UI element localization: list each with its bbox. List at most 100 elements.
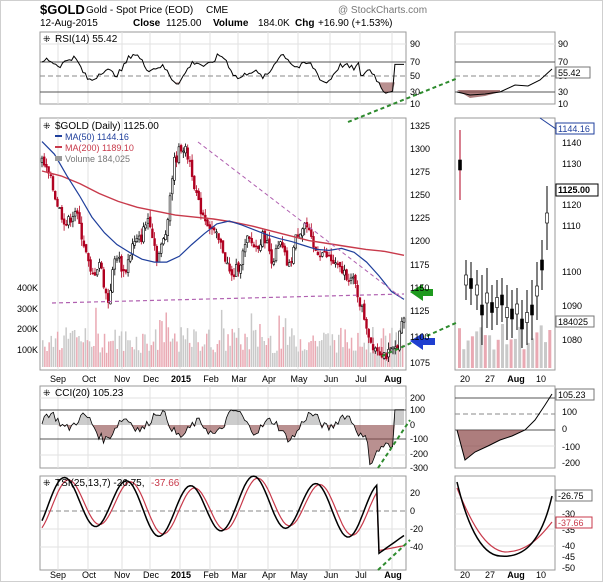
volume-bar [348, 348, 351, 367]
price-candle [276, 245, 280, 249]
price-candle [162, 238, 165, 245]
side-volume-bar [526, 342, 530, 368]
price-candle [146, 218, 150, 224]
volume-bar [131, 347, 133, 367]
price-candle [248, 236, 251, 239]
volume-bar [184, 339, 187, 367]
price-tick: 1225 [410, 213, 430, 223]
tsi-tick: 0 [410, 506, 415, 516]
x-label-bottom: Apr [262, 570, 276, 580]
price-candle [120, 255, 123, 272]
volume-bar [318, 341, 321, 367]
volume-bar [259, 324, 261, 367]
price-candle [230, 269, 233, 276]
side-volume-value: 184025 [558, 317, 588, 327]
side-rsi-tick: 30 [558, 87, 568, 97]
side-price-tick: 1100 [562, 267, 581, 277]
volume-bar [331, 334, 334, 367]
price-candle [323, 250, 326, 253]
rsi-divergence-trendline [347, 77, 459, 123]
volume-bar [323, 332, 325, 367]
volume-bar [350, 337, 353, 367]
price-candle [67, 216, 70, 226]
price-candle [226, 262, 229, 265]
volume-bar [210, 347, 212, 367]
header-exchange: CME [206, 5, 229, 16]
rsi-tick: 30 [410, 87, 420, 97]
price-candle [96, 269, 99, 276]
tsi-tick: 20 [410, 488, 420, 498]
price-tick: 1300 [410, 144, 430, 154]
price-candle [82, 240, 86, 247]
volume-bar [355, 350, 357, 367]
volume-bar [71, 330, 74, 367]
side-rsi-value: 55.42 [558, 68, 581, 78]
header-watermark: @ StockCharts.com [338, 5, 427, 16]
price-candle [80, 222, 83, 240]
volume-bar [206, 333, 208, 367]
price-candle [71, 216, 75, 222]
price-candle [345, 269, 348, 280]
tsi-trendline [377, 539, 411, 571]
volume-bar [310, 341, 312, 367]
volume-bar [110, 341, 112, 367]
volume-bar [269, 335, 272, 367]
volume-bar [174, 333, 176, 367]
x-label: Oct [82, 374, 97, 384]
price-label: $GOLD (Daily) 1125.00 [55, 121, 159, 132]
side-rsi-tick: 10 [558, 99, 568, 109]
price-candle [235, 264, 238, 277]
side-tsi-tick: -50 [562, 563, 575, 573]
x-label-bottom: Dec [143, 570, 160, 580]
side-tsi-tick: -30 [562, 509, 575, 519]
volume-bar [306, 350, 308, 367]
volume-bar [176, 341, 178, 367]
volume-bar [295, 346, 297, 367]
price-candle [78, 212, 81, 224]
volume-bar [280, 348, 282, 367]
volume-bar [254, 329, 257, 367]
volume-bar [59, 349, 61, 367]
price-candle [329, 254, 333, 262]
x-label-bottom: Feb [203, 570, 219, 580]
price-tick: 1150 [410, 283, 429, 293]
volume-bar [73, 330, 76, 367]
volume-bar [127, 340, 129, 367]
header-chg-label: Chg [295, 18, 314, 29]
side-tsi-panel [454, 475, 556, 571]
header-date: 12-Aug-2015 [40, 18, 98, 29]
price-candle [224, 252, 227, 262]
volume-bar [216, 344, 219, 367]
volume-bar [116, 349, 118, 367]
volume-bar [303, 349, 306, 367]
volume-bar [154, 329, 157, 367]
price-candle [340, 265, 344, 274]
volume-bar [80, 341, 82, 367]
x-label-bottom: Oct [82, 570, 97, 580]
price-candle [301, 228, 304, 237]
header-close-label: Close [133, 18, 161, 29]
price-candle [175, 155, 178, 163]
price-candle [246, 235, 249, 243]
side-price-candle [515, 303, 519, 315]
side-volume-bar [522, 349, 526, 368]
volume-bar [401, 344, 404, 367]
volume-bar [114, 329, 116, 367]
side-price-candle [464, 274, 468, 286]
volume-bar [344, 329, 346, 367]
price-candle [371, 344, 375, 351]
volume-bar [263, 341, 265, 367]
price-candle [254, 245, 258, 248]
side-rsi-badge: 55.42 [555, 66, 591, 79]
price-candle [219, 238, 222, 243]
side-rsi-tick: 70 [558, 57, 568, 67]
price-candle [133, 241, 136, 246]
price-candle [182, 150, 185, 153]
volume-bar [95, 307, 97, 367]
volume-bar [223, 328, 225, 367]
side-x-label-bottom: 27 [485, 570, 495, 580]
rsi-tick: 50 [410, 71, 420, 81]
price-candle [193, 175, 196, 190]
price-candle [265, 240, 269, 244]
header-volume-value: 184.0K [258, 18, 290, 29]
